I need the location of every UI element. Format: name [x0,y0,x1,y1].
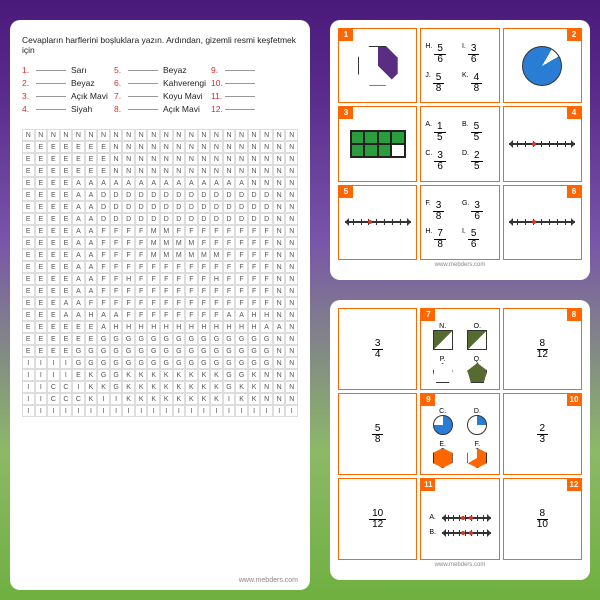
answer-row: 8.Açık Mavi [114,104,206,114]
fraction-card: 11A.B. [420,478,499,560]
answer-row: 5.Beyaz [114,65,206,75]
fraction-card: 3 [338,106,417,181]
fraction-card: 8812 [503,308,582,390]
footer-url-top: www.mebders.com [338,262,582,268]
fraction-card: 58 [338,393,417,475]
fraction-card: H.56I.36J.58K.48 [420,28,499,103]
worksheet-left: Cevapların harflerini boşluklara yazın. … [10,20,310,590]
fraction-card: 1012 [338,478,417,560]
fraction-card: 34 [338,308,417,390]
answer-row: 12. [211,104,298,114]
answer-row: 6.Kahverengi [114,78,206,88]
fraction-card: A.15B.55C.36D.25 [420,106,499,181]
footer-url-bot: www.mebders.com [338,562,582,568]
answer-row: 3.Açık Mavi [22,91,109,101]
fraction-card: 1 [338,28,417,103]
answer-row: 9. [211,65,298,75]
fraction-card: 4 [503,106,582,181]
answer-row: 4.Siyah [22,104,109,114]
fraction-card: F.38G.36H.78I.56 [420,185,499,260]
answer-row: 11. [211,91,298,101]
hidden-picture-grid: NNNNNNNNNNNNNNNNNNNNNNEEEEEEENNNNNNNNNNN… [22,129,298,417]
answer-columns: 1.Sarı 2.Beyaz 3.Açık Mavi 4.Siyah 5.Beyaz 6… [22,65,298,117]
answer-row: 10. [211,78,298,88]
fraction-cards-top: 1H.56I.36J.58K.482 3A.15B.55C.36D.254 5F.3… [330,20,590,280]
answer-row: 7.Koyu Mavi [114,91,206,101]
fraction-card: 7N.O.P.Q. [420,308,499,390]
fraction-cards-bottom: 347N.O.P.Q.8812 589C.D.E.F.1023 101211A.B.… [330,300,590,580]
fraction-card: 12810 [503,478,582,560]
fraction-card: 5 [338,185,417,260]
footer-url: www.mebders.com [239,577,298,584]
answer-row: 1.Sarı [22,65,109,75]
fraction-card: 1023 [503,393,582,475]
fraction-card: 2 [503,28,582,103]
fraction-card: 9C.D.E.F. [420,393,499,475]
instruction-text: Cevapların harflerini boşluklara yazın. … [22,35,298,55]
fraction-card: 6 [503,185,582,260]
answer-row: 2.Beyaz [22,78,109,88]
